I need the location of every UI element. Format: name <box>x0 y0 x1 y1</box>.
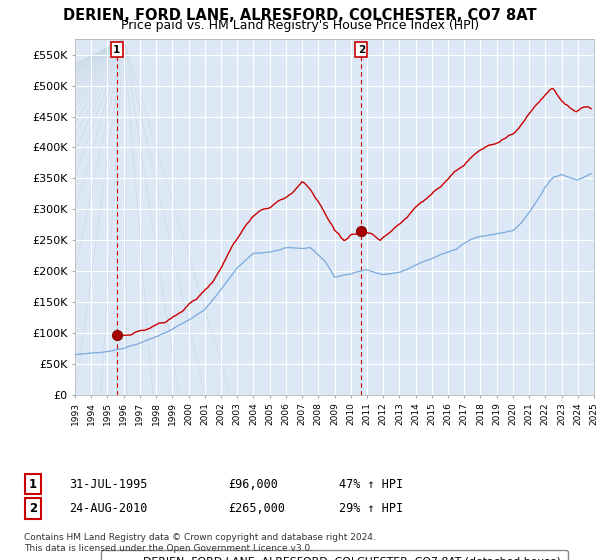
Text: Contains HM Land Registry data © Crown copyright and database right 2024.
This d: Contains HM Land Registry data © Crown c… <box>24 533 376 553</box>
Text: 24-AUG-2010: 24-AUG-2010 <box>69 502 148 515</box>
Text: 47% ↑ HPI: 47% ↑ HPI <box>339 478 403 491</box>
Legend: DERIEN, FORD LANE, ALRESFORD, COLCHESTER, CO7 8AT (detached house), HPI: Average: DERIEN, FORD LANE, ALRESFORD, COLCHESTER… <box>101 550 568 560</box>
Text: £265,000: £265,000 <box>228 502 285 515</box>
Text: 31-JUL-1995: 31-JUL-1995 <box>69 478 148 491</box>
Text: £96,000: £96,000 <box>228 478 278 491</box>
Text: 1: 1 <box>29 478 37 491</box>
Text: 2: 2 <box>358 45 365 55</box>
Text: DERIEN, FORD LANE, ALRESFORD, COLCHESTER, CO7 8AT: DERIEN, FORD LANE, ALRESFORD, COLCHESTER… <box>63 8 537 24</box>
Text: 29% ↑ HPI: 29% ↑ HPI <box>339 502 403 515</box>
Text: 1: 1 <box>113 45 121 55</box>
Text: 2: 2 <box>29 502 37 515</box>
Text: Price paid vs. HM Land Registry's House Price Index (HPI): Price paid vs. HM Land Registry's House … <box>121 19 479 32</box>
